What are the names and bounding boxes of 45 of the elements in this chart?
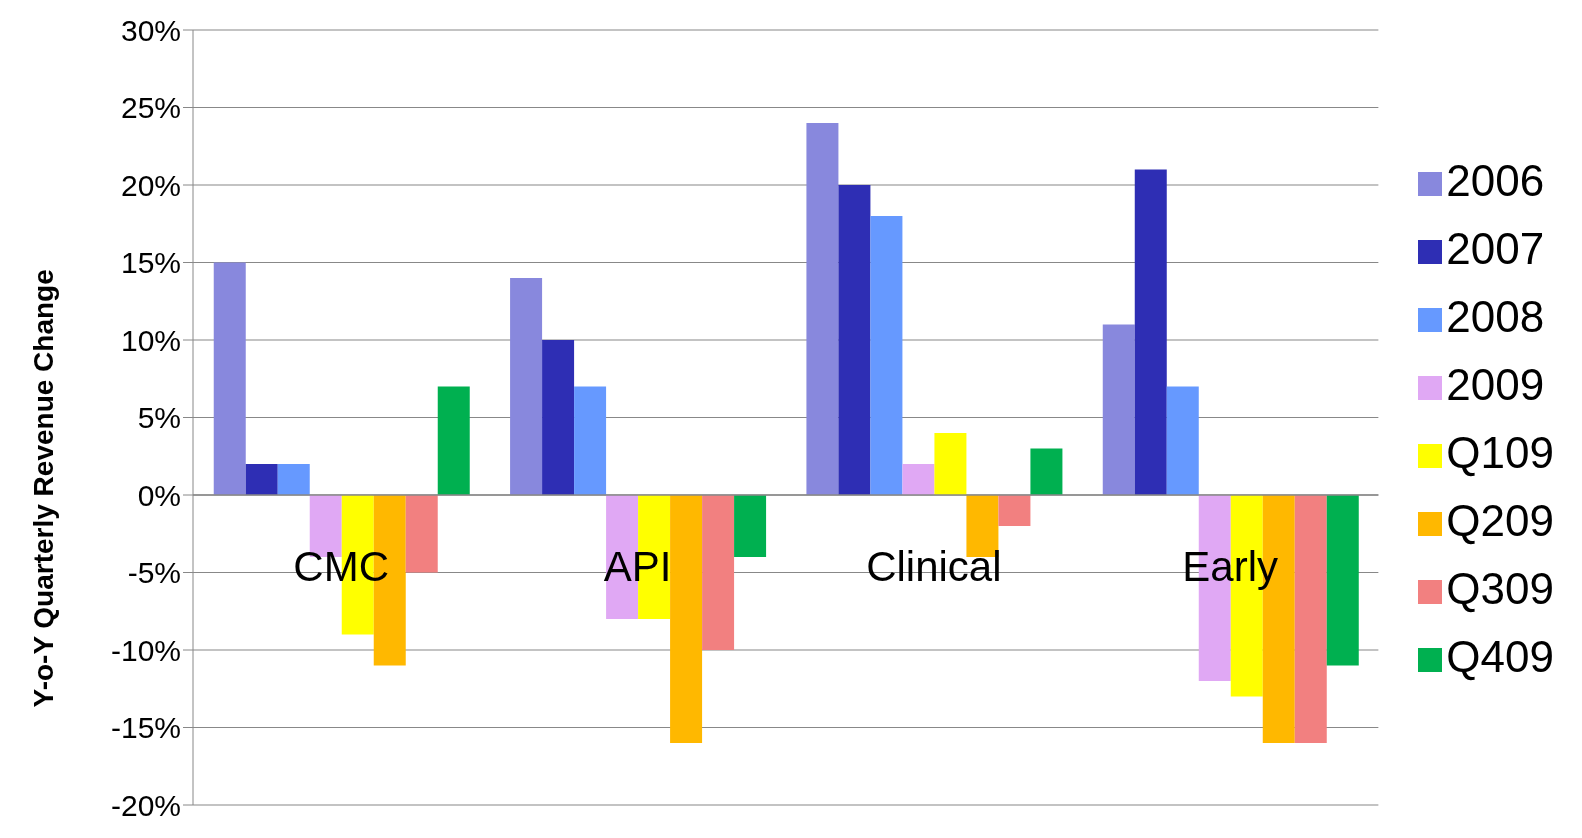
y-tick-label: 25% <box>120 91 181 125</box>
bar <box>1326 495 1359 666</box>
y-tick-label: 15% <box>120 246 181 280</box>
bar <box>1030 448 1063 495</box>
bar <box>934 433 967 495</box>
bar <box>870 216 903 495</box>
y-tick-label: -10% <box>110 633 181 667</box>
x-tick-label: CMC <box>293 543 389 590</box>
bar <box>405 495 438 573</box>
bar <box>542 340 575 495</box>
legend-label: 2008 <box>1446 292 1545 341</box>
bar <box>1134 169 1167 495</box>
bar <box>245 464 278 495</box>
y-tick-label: -5% <box>127 556 181 590</box>
bar <box>702 495 735 650</box>
bar <box>213 262 246 495</box>
legend-label: 2009 <box>1446 360 1545 409</box>
y-tick-label: 20% <box>120 168 181 202</box>
legend-label: Q409 <box>1446 632 1554 681</box>
y-tick-label: -20% <box>110 788 181 822</box>
y-axis-title: Y-o-Y Quarterly Revenue Change <box>27 269 59 708</box>
legend-label: Q209 <box>1446 496 1554 545</box>
bar <box>998 495 1031 526</box>
bar <box>277 464 310 495</box>
bar <box>510 278 543 495</box>
legend-label: 2006 <box>1446 156 1545 205</box>
bar <box>1102 324 1135 495</box>
y-tick-label: 30% <box>120 13 181 47</box>
bar <box>1294 495 1327 743</box>
x-tick-label: Clinical <box>866 543 1002 590</box>
y-tick-label: 10% <box>120 323 181 357</box>
bar <box>574 386 607 495</box>
legend-label: Q309 <box>1446 564 1554 613</box>
bar <box>902 464 935 495</box>
y-tick-label: 0% <box>137 478 181 512</box>
y-tick-label: 5% <box>137 401 181 435</box>
bar <box>838 185 871 495</box>
legend-label: Q109 <box>1446 428 1554 477</box>
bar <box>1166 386 1199 495</box>
bar <box>734 495 767 557</box>
bar <box>437 386 470 495</box>
bar <box>670 495 703 743</box>
legend-label: 2007 <box>1446 224 1545 273</box>
y-tick-label: -15% <box>110 711 181 745</box>
bar <box>806 123 839 495</box>
